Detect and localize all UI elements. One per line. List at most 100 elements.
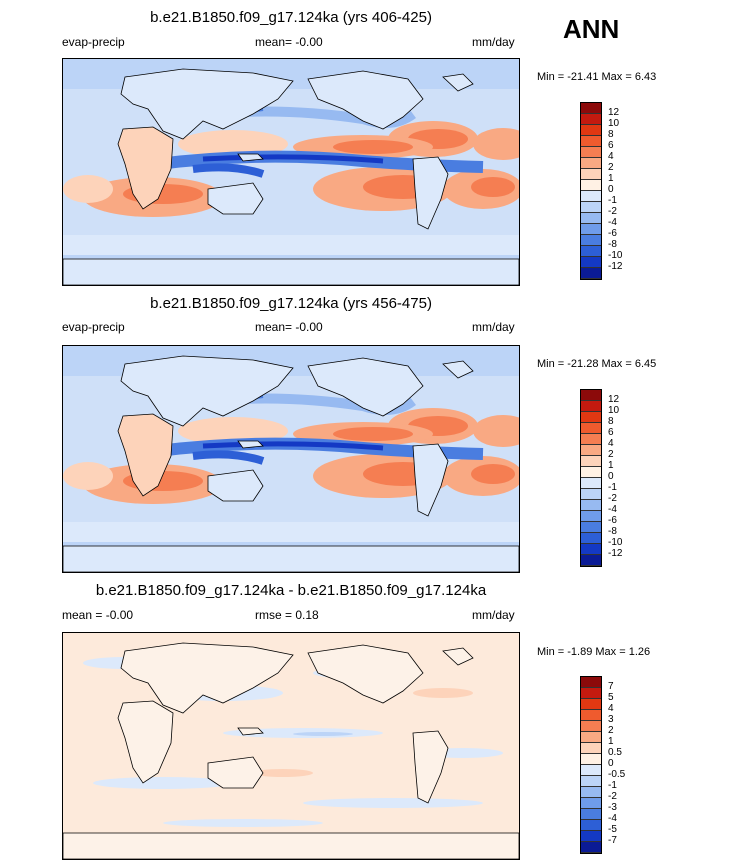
- panel-3-minmax: Min = -1.89 Max = 1.26: [537, 646, 651, 658]
- panel-1-colorbar-swatch: [581, 224, 601, 235]
- panel-2-tick: 12: [608, 394, 620, 405]
- panel-1-colorbar-swatch: [581, 213, 601, 224]
- panel-3-colorbar-swatch: [581, 787, 601, 798]
- panel-1-tick: 6: [608, 140, 614, 151]
- panel-2-map: [62, 345, 520, 573]
- panel-3-tick: -1: [608, 780, 617, 791]
- panel-3-mean-label: mean = -0.00: [62, 608, 134, 622]
- panel-1-colorbar-swatch: [581, 268, 601, 279]
- panel-1-map: [62, 58, 520, 286]
- panel-1-colorbar-swatch: [581, 147, 601, 158]
- panel-1-colorbar-swatch: [581, 202, 601, 213]
- panel-3-colorbar-swatch: [581, 721, 601, 732]
- panel-1-title: b.e21.B1850.f09_g17.124ka (yrs 406-425): [150, 9, 432, 26]
- panel-2-colorbar-swatch: [581, 445, 601, 456]
- panel-1-tick: 1: [608, 173, 614, 184]
- panel-2-colorbar-swatch: [581, 500, 601, 511]
- panel-3-colorbar-swatch: [581, 776, 601, 787]
- panel-3-map: [62, 632, 520, 860]
- panel-2-colorbar-swatch: [581, 522, 601, 533]
- panel-2-tick: 6: [608, 427, 614, 438]
- panel-3-colorbar-swatch: [581, 809, 601, 820]
- panel-3-colorbar-swatch: [581, 842, 601, 853]
- panel-1-colorbar-swatch: [581, 246, 601, 257]
- panel-2-colorbar-swatch: [581, 456, 601, 467]
- panel-1-colorbar-swatch: [581, 235, 601, 246]
- panel-2-tick: 8: [608, 416, 614, 427]
- panel-1-tick: -1: [608, 195, 617, 206]
- panel-2-colorbar-swatch: [581, 489, 601, 500]
- panel-2-colorbar-swatch: [581, 467, 601, 478]
- panel-1-tick: -4: [608, 217, 617, 228]
- panel-1-colorbar-swatch: [581, 191, 601, 202]
- panel-1-tick: 0: [608, 184, 614, 195]
- panel-3-tick: 5: [608, 692, 614, 703]
- panel-2-tick: -2: [608, 493, 617, 504]
- panel-1-tick: -10: [608, 250, 623, 261]
- panel-1-colorbar-swatch: [581, 180, 601, 191]
- panel-3-tick: 2: [608, 725, 614, 736]
- panel-3-colorbar-swatch: [581, 710, 601, 721]
- panel-1-mean-label: mean= -0.00: [255, 35, 323, 49]
- panel-3-colorbar-swatch: [581, 677, 601, 688]
- panel-3-tick: -3: [608, 802, 617, 813]
- panel-3-rmse-label: rmse = 0.18: [255, 608, 319, 622]
- panel-2-tick: -10: [608, 537, 623, 548]
- panel-1-colorbar-swatches: [580, 102, 602, 280]
- panel-3-colorbar-swatch: [581, 820, 601, 831]
- panel-2-colorbar-swatch: [581, 423, 601, 434]
- panel-1-tick: 12: [608, 107, 620, 118]
- panel-1-colorbar-swatch: [581, 103, 601, 114]
- panel-2-tick: 0: [608, 471, 614, 482]
- panel-2-colorbar-swatch: [581, 434, 601, 445]
- panel-3-title: b.e21.B1850.f09_g17.124ka - b.e21.B1850.…: [95, 582, 487, 599]
- panel-2-tick: -6: [608, 515, 617, 526]
- panel-2-tick: 1: [608, 460, 614, 471]
- panel-3-tick: 3: [608, 714, 614, 725]
- panel-3-colorbar-swatch: [581, 732, 601, 743]
- panel-3-colorbar-swatches: [580, 676, 602, 854]
- panel-2-colorbar-swatch: [581, 412, 601, 423]
- panel-2-colorbar-swatch: [581, 401, 601, 412]
- panel-3-tick: 4: [608, 703, 614, 714]
- panel-1-tick: -2: [608, 206, 617, 217]
- panel-2-colorbar-swatch: [581, 390, 601, 401]
- panel-2-title: b.e21.B1850.f09_g17.124ka (yrs 456-475): [150, 295, 432, 312]
- panel-1-colorbar-swatch: [581, 125, 601, 136]
- panel-1-colorbar-swatch: [581, 114, 601, 125]
- panel-3-tick: -7: [608, 835, 617, 846]
- panel-2-colorbar-swatch: [581, 533, 601, 544]
- panel-3-colorbar-swatch: [581, 699, 601, 710]
- panel-3-tick: 7: [608, 681, 614, 692]
- panel-1-colorbar-swatch: [581, 257, 601, 268]
- panel-3-colorbar-swatch: [581, 743, 601, 754]
- panel-2-tick: 2: [608, 449, 614, 460]
- panel-1-colorbar-swatch: [581, 169, 601, 180]
- panel-2-colorbar-swatches: [580, 389, 602, 567]
- panel-2-tick: -12: [608, 548, 623, 559]
- panel-2-colorbar-swatch: [581, 555, 601, 566]
- panel-1-minmax: Min = -21.41 Max = 6.43: [537, 71, 657, 83]
- panel-3-tick: -0.5: [608, 769, 626, 780]
- panel-3-tick: -2: [608, 791, 617, 802]
- panel-1-tick: 2: [608, 162, 614, 173]
- panel-2-tick: -4: [608, 504, 617, 515]
- panel-3-colorbar-swatch: [581, 688, 601, 699]
- panel-2-tick: 10: [608, 405, 620, 416]
- season-label: ANN: [563, 14, 620, 44]
- panel-2-tick: -8: [608, 526, 617, 537]
- panel-1-tick: -12: [608, 261, 623, 272]
- panel-2-tick: 4: [608, 438, 614, 449]
- panel-1-tick: -8: [608, 239, 617, 250]
- panel-2-colorbar-swatch: [581, 544, 601, 555]
- panel-2-minmax: Min = -21.28 Max = 6.45: [537, 358, 657, 370]
- panel-1-tick: -6: [608, 228, 617, 239]
- panel-1-colorbar-swatch: [581, 136, 601, 147]
- panel-3-tick: -5: [608, 824, 617, 835]
- panel-2-colorbar-swatch: [581, 511, 601, 522]
- panel-3-tick: -4: [608, 813, 617, 824]
- panel-1-tick: 10: [608, 118, 620, 129]
- panel-1-tick: 4: [608, 151, 614, 162]
- panel-3-tick: 0: [608, 758, 614, 769]
- panel-1-tick: 8: [608, 129, 614, 140]
